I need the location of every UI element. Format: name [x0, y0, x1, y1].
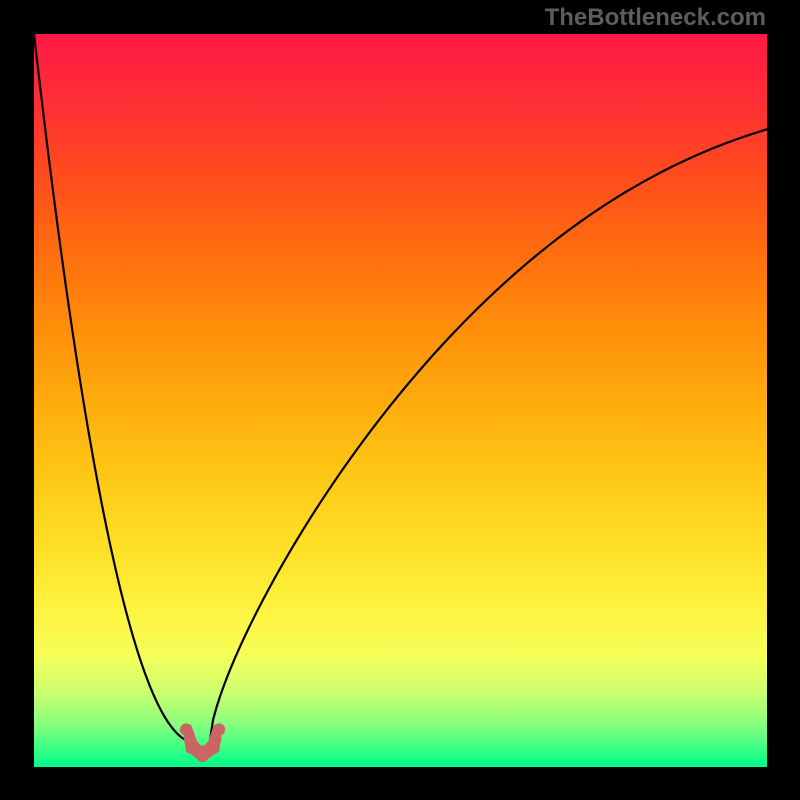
highlight-dot [180, 723, 192, 735]
curve-svg [34, 34, 767, 767]
chart-frame: TheBottleneck.com [0, 0, 800, 800]
bottleneck-curve [34, 34, 767, 752]
plot-area [34, 34, 767, 767]
highlight-dot [196, 750, 208, 762]
highlight-dot [213, 723, 225, 735]
highlight-dot [185, 742, 197, 754]
highlight-dot [207, 742, 219, 754]
attribution-label: TheBottleneck.com [545, 4, 766, 32]
